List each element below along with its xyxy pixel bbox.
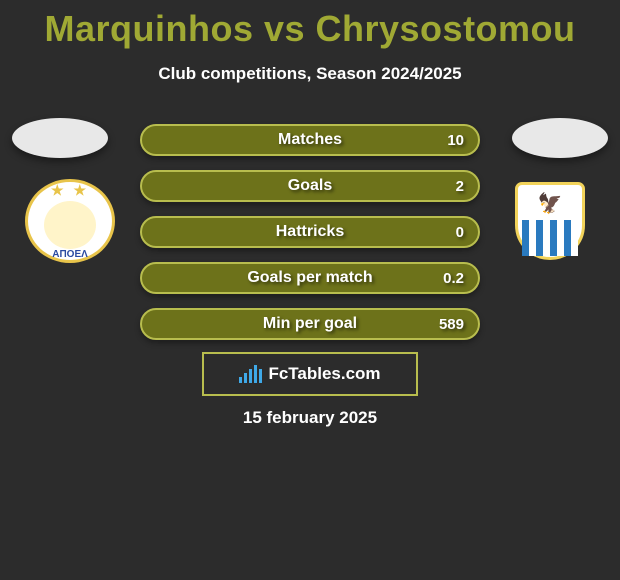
stat-value-right: 589 xyxy=(439,316,464,333)
infographic-container: Marquinhos vs Chrysostomou Club competit… xyxy=(0,0,620,580)
page-title: Marquinhos vs Chrysostomou xyxy=(0,0,620,50)
crest-label: ΑΠΟΕΛ xyxy=(52,249,88,260)
stat-value-right: 0 xyxy=(456,224,464,241)
team-crest-right: 🦅 xyxy=(500,176,600,266)
player-silhouette-left xyxy=(12,118,108,158)
stat-value-right: 0.2 xyxy=(443,270,464,287)
stat-label: Goals xyxy=(142,177,478,195)
crest-stars: ★ ★ xyxy=(51,182,89,199)
stat-label: Min per goal xyxy=(142,315,478,333)
brand-badge: FcTables.com xyxy=(202,352,418,396)
eagle-icon: 🦅 xyxy=(538,191,563,216)
stats-bars: Matches10 Goals2 Hattricks0 Goals per match… xyxy=(140,124,480,340)
player-silhouette-right xyxy=(512,118,608,158)
brand-text: FcTables.com xyxy=(268,364,380,384)
brand-logo-icon xyxy=(239,365,262,383)
team-crest-left: ★ ★ ΑΠΟΕΛ xyxy=(20,176,120,266)
crest-stripes xyxy=(522,220,578,256)
date-line: 15 february 2025 xyxy=(0,408,620,428)
stat-value-right: 2 xyxy=(456,178,464,195)
stat-label: Matches xyxy=(142,131,478,149)
crest-inner xyxy=(44,201,96,249)
stat-bar: Matches10 xyxy=(140,124,480,156)
subtitle: Club competitions, Season 2024/2025 xyxy=(0,64,620,84)
stat-bar: Min per goal589 xyxy=(140,308,480,340)
stat-bar: Goals per match0.2 xyxy=(140,262,480,294)
stat-bar: Goals2 xyxy=(140,170,480,202)
stat-bar: Hattricks0 xyxy=(140,216,480,248)
stat-label: Hattricks xyxy=(142,223,478,241)
stat-label: Goals per match xyxy=(142,269,478,287)
stat-value-right: 10 xyxy=(447,132,464,149)
